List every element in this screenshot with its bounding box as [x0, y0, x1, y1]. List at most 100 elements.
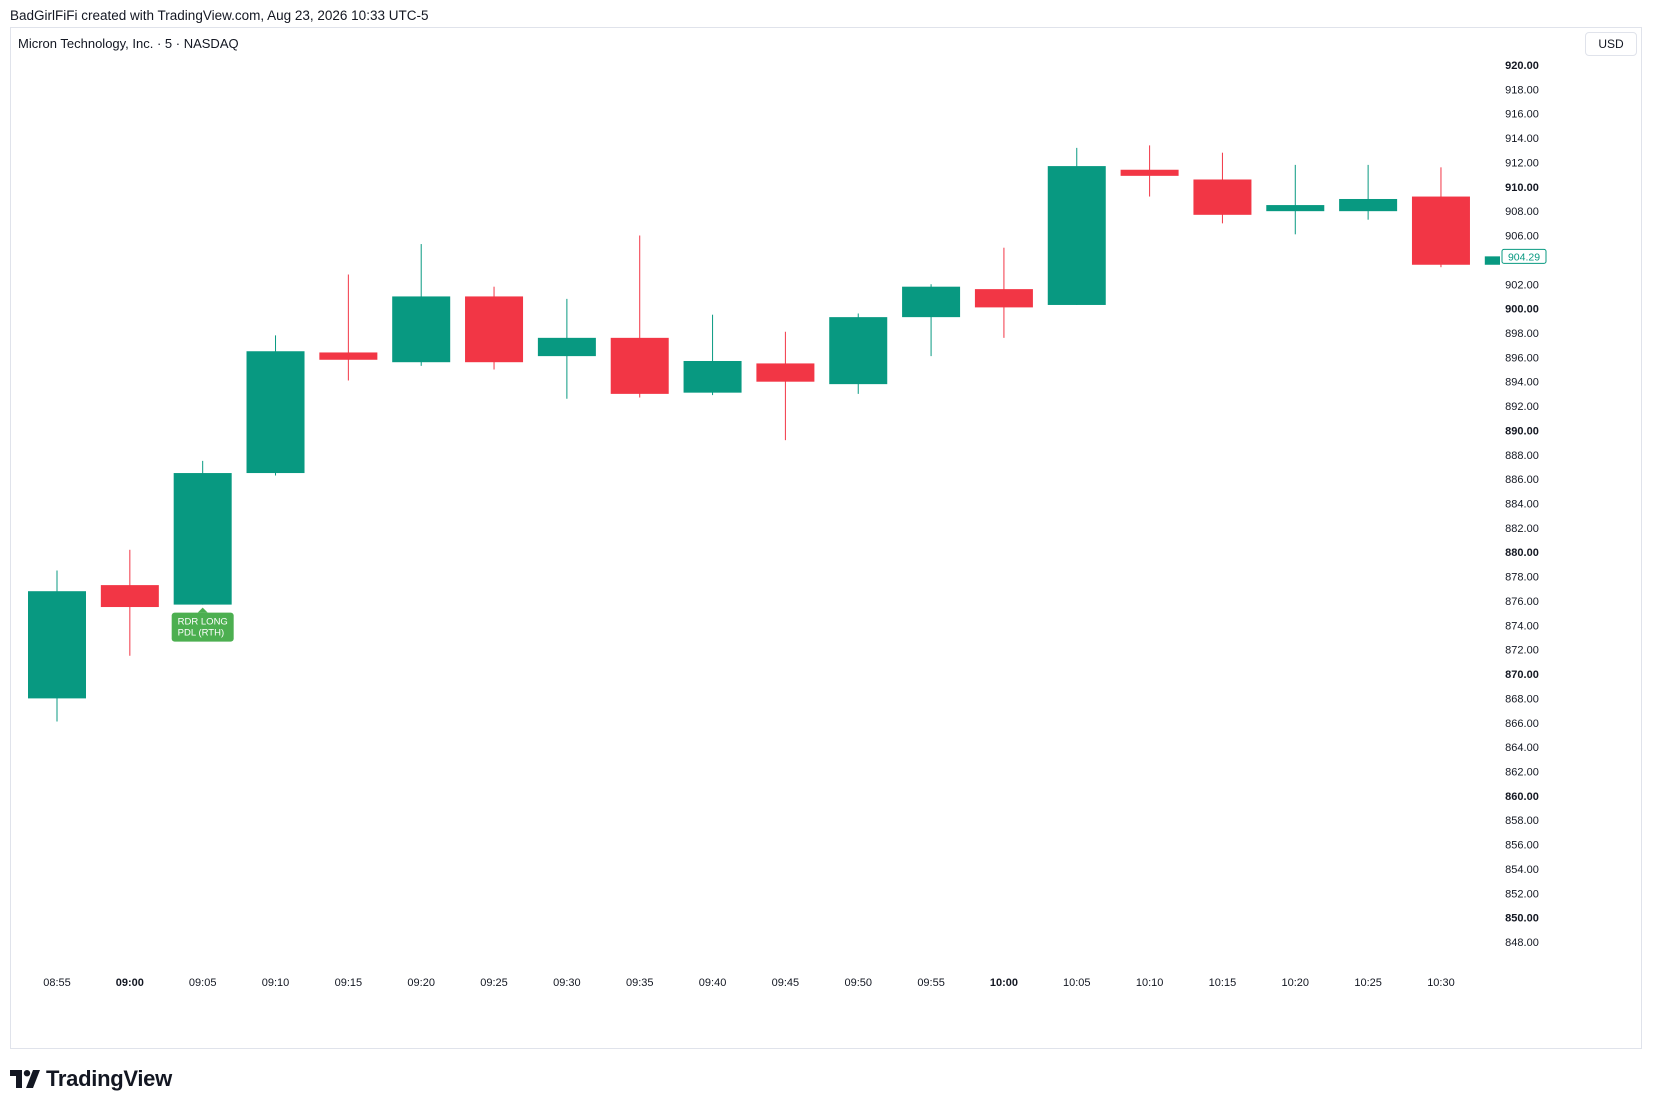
candle-body — [1193, 179, 1252, 215]
tradingview-logo-text: TradingView — [46, 1066, 172, 1091]
y-tick-label: 900.00 — [1505, 304, 1539, 316]
y-tick-label: 916.00 — [1505, 109, 1539, 121]
signal-text-line1: RDR LONG — [178, 617, 228, 628]
candle-body — [1339, 198, 1398, 212]
x-tick-label: 08:55 — [43, 977, 71, 989]
y-tick-label: 852.00 — [1505, 888, 1539, 900]
candle-body — [829, 317, 888, 385]
y-tick-label: 860.00 — [1505, 791, 1539, 803]
y-tick-label: 902.00 — [1505, 279, 1539, 291]
y-tick-label: 858.00 — [1505, 815, 1539, 827]
time-axis[interactable]: 08:55 09:00 09:05 09:10 09:15 09:20 09:25 09:30… — [43, 977, 1454, 989]
y-tick-label: 894.00 — [1505, 377, 1539, 389]
y-tick-label: 864.00 — [1505, 742, 1539, 754]
x-tick-label: 09:20 — [407, 977, 435, 989]
last-price-box — [1501, 248, 1547, 264]
candle[interactable] — [537, 298, 596, 399]
tradingview-logo[interactable]: TradingView — [10, 1066, 172, 1091]
candle[interactable] — [465, 286, 524, 370]
candle[interactable] — [100, 549, 159, 656]
currency-button[interactable]: USD — [1585, 32, 1637, 56]
candle[interactable] — [319, 274, 378, 381]
candle[interactable] — [1193, 152, 1252, 224]
x-tick-label: 09:00 — [116, 977, 144, 989]
candle[interactable] — [1411, 167, 1470, 268]
candle-body — [1120, 169, 1179, 176]
y-tick-label: 874.00 — [1505, 620, 1539, 632]
y-tick-label: 908.00 — [1505, 206, 1539, 218]
y-tick-label: 862.00 — [1505, 766, 1539, 778]
symbol-title[interactable]: Micron Technology, Inc. · 5 · NASDAQ — [18, 36, 239, 51]
x-tick-label: 09:30 — [553, 977, 581, 989]
candle[interactable] — [1266, 164, 1325, 235]
candle-body — [1266, 205, 1325, 212]
y-tick-label: 870.00 — [1505, 669, 1539, 681]
y-tick-label: 876.00 — [1505, 596, 1539, 608]
candle[interactable] — [392, 244, 451, 366]
candle-body — [1411, 196, 1470, 265]
candle[interactable] — [1339, 164, 1398, 220]
price-axis[interactable]: 920.00 918.00 916.00 914.00 912.00 910.00 908.… — [1501, 60, 1547, 949]
x-tick-label: 10:15 — [1209, 977, 1237, 989]
candle-body — [610, 337, 669, 394]
candle-body — [537, 337, 596, 357]
tradingview-logo-icon — [10, 1070, 40, 1088]
x-tick-label: 10:05 — [1063, 977, 1091, 989]
y-tick-label: 878.00 — [1505, 572, 1539, 584]
y-tick-label: 912.00 — [1505, 157, 1539, 169]
candle[interactable] — [610, 235, 669, 398]
y-tick-label: 906.00 — [1505, 231, 1539, 243]
chart-frame — [10, 27, 1642, 1049]
x-tick-label: 09:35 — [626, 977, 654, 989]
y-tick-label: 914.00 — [1505, 133, 1539, 145]
candle[interactable] — [1484, 256, 1500, 265]
candle-body — [173, 473, 232, 605]
candle[interactable] — [683, 314, 742, 396]
y-tick-label: 896.00 — [1505, 352, 1539, 364]
candle-body — [100, 585, 159, 608]
y-tick-label: 868.00 — [1505, 693, 1539, 705]
x-tick-label: 09:55 — [917, 977, 945, 989]
candle-body — [246, 351, 305, 474]
candle-body — [392, 296, 451, 363]
candle[interactable] — [173, 460, 232, 605]
y-tick-label: 848.00 — [1505, 937, 1539, 949]
candles-layer — [28, 145, 1500, 722]
x-tick-label: 10:10 — [1136, 977, 1164, 989]
last-price-text: 904.29 — [1508, 251, 1540, 263]
candle[interactable] — [246, 335, 305, 476]
candle-body — [1484, 256, 1500, 265]
candle-body — [319, 352, 378, 360]
y-tick-label: 880.00 — [1505, 547, 1539, 559]
candle[interactable] — [902, 284, 961, 357]
y-tick-label: 920.00 — [1505, 60, 1539, 72]
y-tick-label: 910.00 — [1505, 182, 1539, 194]
candle[interactable] — [829, 313, 888, 394]
signal-text-line2: PDL (RTH) — [178, 628, 224, 639]
y-tick-label: 884.00 — [1505, 499, 1539, 511]
x-tick-label: 09:50 — [844, 977, 872, 989]
y-tick-label: 886.00 — [1505, 474, 1539, 486]
candle-body — [974, 289, 1033, 308]
candle[interactable] — [756, 331, 815, 441]
candle-body — [28, 591, 86, 699]
candle-body — [902, 286, 961, 318]
x-tick-label: 09:05 — [189, 977, 217, 989]
y-tick-label: 866.00 — [1505, 718, 1539, 730]
y-tick-label: 850.00 — [1505, 913, 1539, 925]
candle[interactable] — [974, 247, 1033, 338]
y-tick-label: 872.00 — [1505, 645, 1539, 657]
candle[interactable] — [1047, 147, 1106, 305]
candle[interactable] — [1120, 145, 1179, 197]
candle[interactable] — [28, 570, 86, 722]
candle-body — [756, 363, 815, 382]
x-tick-label: 10:25 — [1354, 977, 1382, 989]
last-price-label: 904.29 — [1501, 248, 1547, 264]
y-tick-label: 892.00 — [1505, 401, 1539, 413]
y-tick-label: 890.00 — [1505, 425, 1539, 437]
x-tick-label: 09:40 — [699, 977, 727, 989]
x-tick-label: 09:10 — [262, 977, 290, 989]
